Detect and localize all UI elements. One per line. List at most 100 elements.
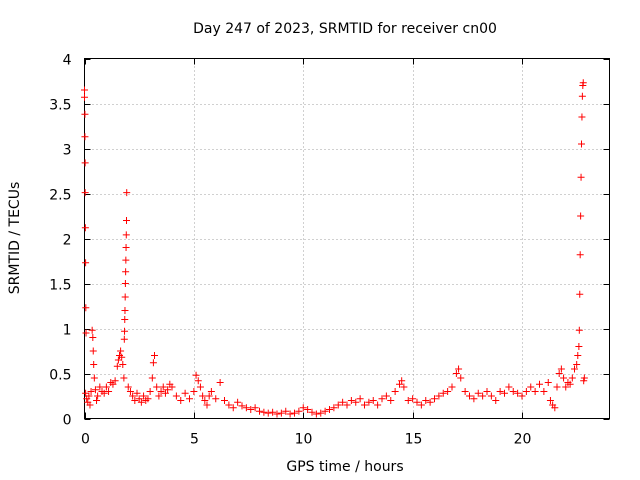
- data-point: [470, 395, 478, 403]
- y-tick-label: 1.5: [49, 278, 71, 294]
- data-point: [81, 86, 88, 94]
- data-point: [361, 401, 368, 409]
- data-point: [555, 370, 563, 377]
- data-point: [527, 383, 535, 391]
- data-point: [121, 316, 129, 323]
- data-point: [122, 256, 130, 264]
- data-point: [109, 380, 117, 388]
- data-point: [121, 307, 129, 314]
- data-point: [186, 395, 193, 403]
- data-point: [321, 407, 329, 415]
- x-tick-label: 5: [190, 432, 199, 448]
- data-point: [269, 408, 277, 416]
- data-point: [81, 110, 89, 118]
- data-point: [387, 397, 395, 404]
- data-point: [192, 371, 200, 379]
- data-point: [159, 383, 167, 391]
- data-point: [113, 362, 121, 370]
- data-point: [308, 408, 316, 416]
- data-point: [577, 173, 585, 181]
- data-point: [574, 352, 582, 359]
- data-point: [123, 189, 131, 197]
- y-tick-label: 0: [63, 413, 72, 429]
- data-point: [557, 365, 565, 373]
- data-point: [89, 334, 97, 341]
- data-point: [256, 407, 263, 415]
- data-point: [573, 361, 581, 368]
- data-point: [343, 401, 351, 409]
- data-point: [155, 392, 163, 400]
- data-point: [124, 383, 132, 391]
- data-point: [273, 410, 281, 418]
- data-point: [81, 93, 88, 101]
- data-point: [135, 395, 143, 403]
- data-point: [88, 326, 96, 334]
- data-point: [413, 398, 421, 406]
- data-point: [461, 388, 469, 395]
- data-point: [181, 389, 189, 397]
- data-point: [153, 383, 161, 391]
- data-point: [330, 404, 338, 412]
- data-point: [251, 404, 259, 412]
- data-point: [496, 388, 504, 395]
- data-point: [391, 388, 399, 395]
- data-point: [579, 79, 587, 87]
- data-point: [117, 347, 125, 355]
- data-point: [201, 397, 209, 404]
- data-point: [146, 388, 154, 395]
- data-point: [221, 397, 228, 404]
- data-point: [435, 392, 443, 400]
- data-point: [382, 392, 390, 400]
- data-point: [578, 92, 586, 100]
- data-point: [578, 140, 585, 148]
- data-point: [133, 389, 141, 397]
- data-point: [365, 398, 373, 406]
- x-tick-label: 0: [81, 432, 90, 448]
- data-point: [551, 404, 559, 412]
- data-point: [102, 383, 110, 391]
- data-point: [455, 365, 463, 373]
- data-point: [140, 392, 148, 400]
- chart-title: Day 247 of 2023, SRMTID for receiver cn0…: [193, 21, 497, 37]
- data-point: [577, 212, 585, 220]
- data-point: [82, 304, 90, 312]
- data-point: [203, 401, 211, 409]
- data-point: [81, 159, 89, 167]
- data-point: [168, 383, 176, 391]
- data-point: [120, 335, 128, 343]
- data-point: [89, 347, 97, 355]
- data-point: [291, 409, 298, 417]
- data-point: [229, 404, 237, 412]
- data-point: [501, 389, 508, 397]
- data-point: [396, 380, 403, 388]
- data-point: [347, 397, 355, 404]
- data-point: [144, 395, 152, 403]
- data-point: [91, 386, 99, 394]
- data-point: [448, 383, 456, 391]
- data-point: [216, 379, 224, 386]
- data-point: [81, 189, 89, 197]
- data-point: [94, 392, 102, 400]
- data-point: [247, 406, 255, 413]
- data-point: [514, 389, 522, 397]
- x-tick-label: 20: [514, 432, 532, 448]
- data-point: [487, 392, 495, 400]
- data-point: [277, 409, 285, 417]
- data-point: [151, 352, 158, 359]
- data-point: [474, 389, 482, 397]
- y-tick-label: 2.5: [49, 188, 71, 204]
- data-point: [566, 380, 574, 388]
- data-point: [242, 404, 250, 412]
- data-point: [82, 329, 90, 337]
- data-point: [207, 388, 215, 395]
- y-tick-label: 4: [63, 53, 72, 69]
- data-point: [85, 392, 93, 400]
- data-point: [148, 374, 156, 382]
- data-point: [568, 374, 576, 382]
- data-point: [536, 380, 543, 388]
- data-point: [122, 244, 130, 251]
- x-tick-label: 15: [405, 432, 423, 448]
- data-point: [122, 268, 130, 276]
- data-point: [426, 398, 434, 406]
